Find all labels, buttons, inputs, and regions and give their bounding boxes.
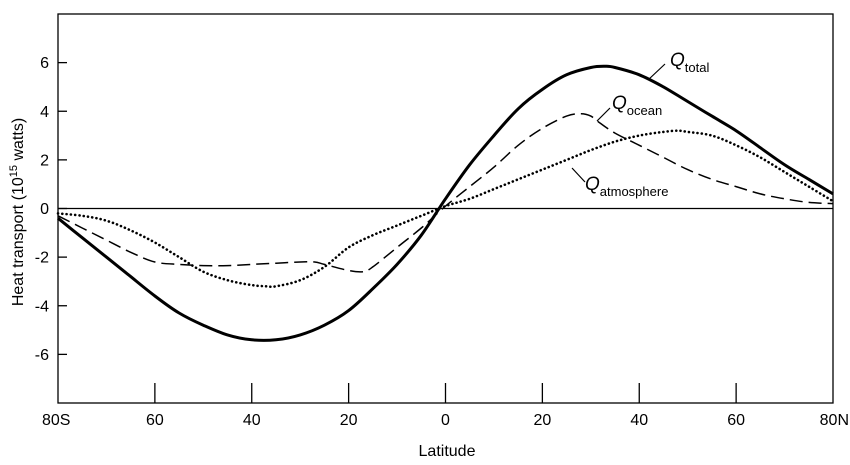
y-tick-label: -2 [35, 250, 49, 267]
x-tick-label: 60 [727, 412, 745, 429]
y-tick-label: 2 [40, 152, 49, 169]
series-line-q-ocean [57, 112, 834, 273]
y-axis-label-unit: watts) [10, 118, 27, 165]
series-label-q-ocean: Qocean [612, 93, 662, 118]
x-tick-label: 60 [146, 412, 164, 429]
series-label-leader [647, 63, 666, 81]
series-line-q-total [57, 64, 834, 342]
y-tick-label: 0 [40, 201, 49, 218]
y-axis-label-exponent: 15 [8, 165, 20, 177]
series-line-q-atmosphere [56, 129, 835, 289]
series-label-leader [596, 107, 611, 122]
x-axis-label: Latitude [419, 443, 476, 460]
x-tick-label: 0 [441, 412, 450, 429]
y-axis-label: Heat transport (1015 watts) [8, 118, 27, 306]
x-tick-label: 20 [340, 412, 358, 429]
x-tick-label: 80S [42, 412, 70, 429]
series-label-q-atmosphere: Qatmosphere [585, 174, 668, 199]
x-tick-label: 40 [630, 412, 648, 429]
x-tick-label: 20 [533, 412, 551, 429]
y-tick-label: -6 [35, 347, 49, 364]
x-tick-label: 80N [820, 412, 849, 429]
y-tick-label: 6 [40, 55, 49, 72]
y-tick-label: 4 [40, 104, 49, 121]
series-label-q-total: Qtotal [670, 50, 709, 75]
x-tick-label: 40 [243, 412, 261, 429]
series-label-leader [571, 167, 586, 183]
y-axis-label-main: Heat transport (10 [10, 177, 27, 306]
y-tick-label: -4 [35, 298, 49, 315]
